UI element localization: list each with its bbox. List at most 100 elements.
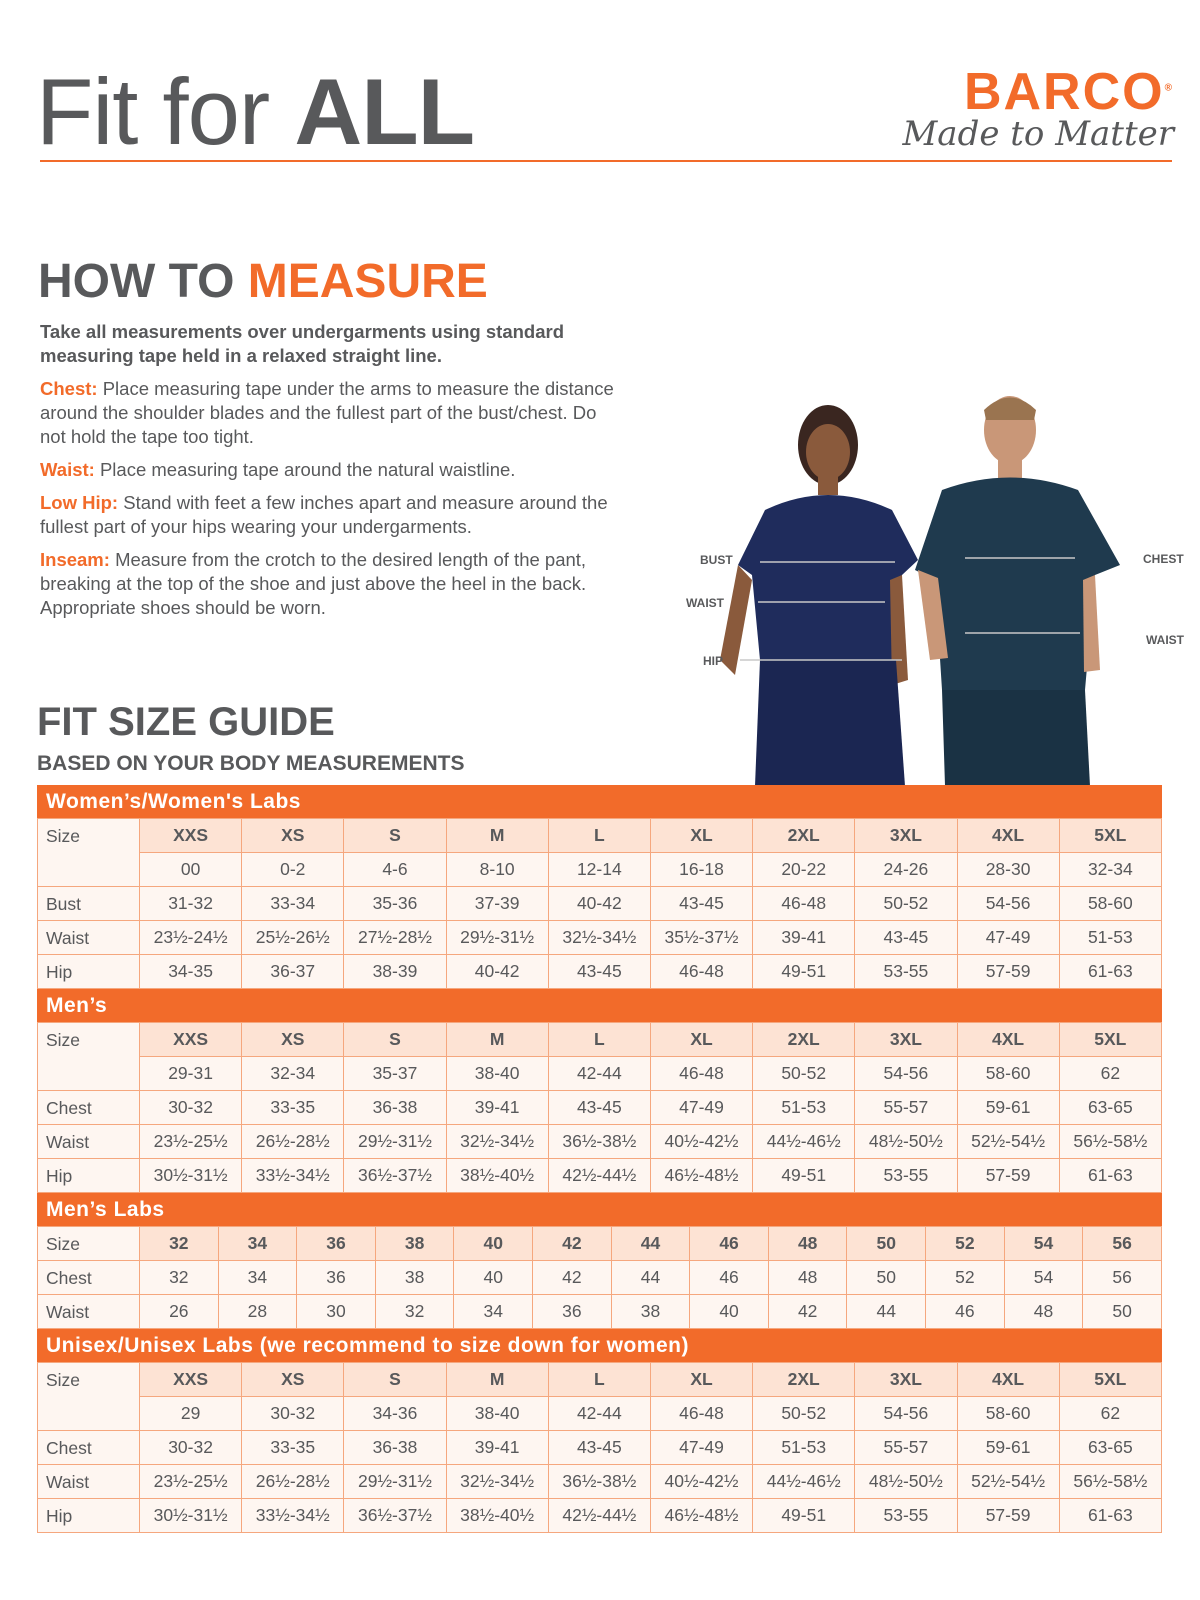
page-title: Fit for ALL: [36, 59, 475, 164]
size-cell: 2XL: [752, 1022, 856, 1057]
measure-cell: 40½-42½: [649, 1464, 754, 1499]
measure-cell: 30-32: [138, 1430, 243, 1465]
measure-cell: 55-57: [854, 1090, 958, 1125]
measure-cell: 40: [689, 1294, 769, 1329]
size-cell: 54: [1003, 1226, 1084, 1261]
row-label: Size: [37, 818, 140, 887]
measure-cell: 53-55: [854, 954, 958, 989]
size-table: Size XXS XS S M L XL 2XL 3XL 4XL 5XL 29-31 32-34 35-3…: [37, 1022, 1163, 1193]
measure-cell: 48½-50½: [854, 1124, 958, 1159]
measure-cell: 57-59: [956, 954, 1060, 989]
size-cell: 5XL: [1058, 818, 1163, 853]
table-row: Size XXS XS S M L XL 2XL 3XL 4XL 5XL: [37, 1022, 1163, 1091]
measure-cell: 44½-46½: [752, 1124, 856, 1159]
size-cell: XS: [241, 1022, 345, 1057]
measure-cell: 38-40: [445, 1056, 549, 1091]
instruction-waist: Waist: Place measuring tape around the n…: [40, 459, 516, 480]
measure-cell: 34: [217, 1260, 298, 1295]
measure-cell: 42-44: [547, 1056, 651, 1091]
measure-cell: 46½-48½: [649, 1158, 754, 1193]
size-cell: 36: [296, 1226, 376, 1261]
table-row: Size XXS XS S M L XL 2XL 3XL 4XL 5XL: [37, 818, 1163, 887]
size-table: Size XXS XS S M L XL 2XL 3XL 4XL 5XL 00 0-2 4-6 8-10 12…: [37, 818, 1163, 989]
row-label: Waist: [37, 1464, 140, 1499]
table-row: Size 32 34 36 38 40 42 44 46 48 50 52 54 56: [37, 1226, 1162, 1261]
measure-cell: 30-32: [138, 1090, 243, 1125]
measure-cell: 8-10: [445, 852, 549, 887]
measure-cell: 32½-34½: [445, 1464, 549, 1499]
size-table: Size XXS XS S M L XL 2XL 3XL 4XL 5XL 29 30-32 34-36 38…: [37, 1362, 1163, 1533]
measure-cell: 27½-28½: [343, 920, 447, 955]
measure-cell: 38: [374, 1260, 455, 1295]
measure-cell: 50-52: [854, 886, 958, 921]
measure-cell: 4-6: [343, 852, 447, 887]
measure-cell: 29½-31½: [445, 920, 549, 955]
measure-cell: 28: [217, 1294, 298, 1329]
measure-cell: 63-65: [1058, 1090, 1163, 1125]
row-label: Bust: [37, 886, 140, 921]
measure-cell: 33-34: [241, 886, 345, 921]
size-cell: XL: [649, 818, 754, 853]
measure-cell: 35½-37½: [649, 920, 754, 955]
size-cell: 52: [925, 1226, 1005, 1261]
measure-cell: 00: [138, 852, 243, 887]
row-label: Chest: [37, 1430, 140, 1465]
measure-cell: 46-48: [649, 1056, 754, 1091]
measure-cell: 37-39: [445, 886, 549, 921]
row-label: Hip: [37, 1498, 140, 1533]
measure-cell: 40: [453, 1260, 534, 1295]
measure-cell: 56: [1082, 1260, 1162, 1295]
measure-cell: 50: [846, 1260, 927, 1295]
measure-cell: 54-56: [854, 1396, 958, 1431]
instruction-chest: Chest: Place measuring tape under the ar…: [40, 378, 614, 447]
size-cell: 44: [610, 1226, 691, 1261]
size-cell: 50: [846, 1226, 927, 1261]
instruction-low-hip: Low Hip: Stand with feet a few inches ap…: [40, 492, 608, 537]
size-cell: 2XL: [752, 1362, 856, 1397]
measure-cell: 56½-58½: [1058, 1124, 1163, 1159]
size-cell: L: [547, 818, 651, 853]
size-cell: L: [547, 1022, 651, 1057]
measure-cell: 36-38: [343, 1430, 447, 1465]
table-row: Chest 30-32 33-35 36-38 39-41 43-45 47-49 51-53…: [37, 1090, 1163, 1125]
measure-cell: 16-18: [649, 852, 754, 887]
measure-cell: 38-39: [343, 954, 447, 989]
measure-cell: 23½-24½: [138, 920, 243, 955]
row-label: Waist: [37, 920, 140, 955]
size-cell: 42: [532, 1226, 612, 1261]
size-cell: 5XL: [1058, 1362, 1163, 1397]
measure-cell: 36: [532, 1294, 612, 1329]
measure-cell: 61-63: [1058, 954, 1163, 989]
size-cell: 38: [374, 1226, 455, 1261]
measure-cell: 36½-38½: [547, 1464, 651, 1499]
measure-cell: 44: [846, 1294, 927, 1329]
measure-cell: 36½-38½: [547, 1124, 651, 1159]
measure-cell: 58-60: [956, 1056, 1060, 1091]
measure-cell: 20-22: [752, 852, 856, 887]
measure-cell: 35-36: [343, 886, 447, 921]
size-cell: S: [343, 818, 447, 853]
table-row: Waist 23½-24½ 25½-26½ 27½-28½ 29½-31½ 32½-34½…: [37, 920, 1163, 955]
measure-cell: 59-61: [956, 1090, 1060, 1125]
row-label: Chest: [37, 1260, 140, 1295]
measure-cell: 62: [1058, 1056, 1163, 1091]
measure-cell: 51-53: [1058, 920, 1163, 955]
label-hip: HIP: [703, 654, 723, 668]
size-cell: 46: [689, 1226, 769, 1261]
table-row: Hip 30½-31½ 33½-34½ 36½-37½ 38½-40½ 42½-44½ 46…: [37, 1158, 1163, 1193]
measure-cell: 61-63: [1058, 1158, 1163, 1193]
measure-cell: 34-36: [343, 1396, 447, 1431]
measure-cell: 42: [532, 1260, 612, 1295]
measure-cell: 30-32: [241, 1396, 345, 1431]
section-header: Women’s/Women's Labs: [37, 785, 1162, 818]
measure-cell: 47-49: [649, 1430, 754, 1465]
measure-cell: 50-52: [752, 1396, 856, 1431]
size-cell: XXS: [138, 1022, 243, 1057]
measure-cell: 46-48: [752, 886, 856, 921]
measure-cell: 12-14: [547, 852, 651, 887]
measure-cell: 42: [767, 1294, 848, 1329]
measure-cell: 32: [374, 1294, 455, 1329]
measure-cell: 42-44: [547, 1396, 651, 1431]
models-photo: BUST WAIST HIP CHEST WAIST: [686, 396, 1185, 786]
measure-cell: 53-55: [854, 1498, 958, 1533]
